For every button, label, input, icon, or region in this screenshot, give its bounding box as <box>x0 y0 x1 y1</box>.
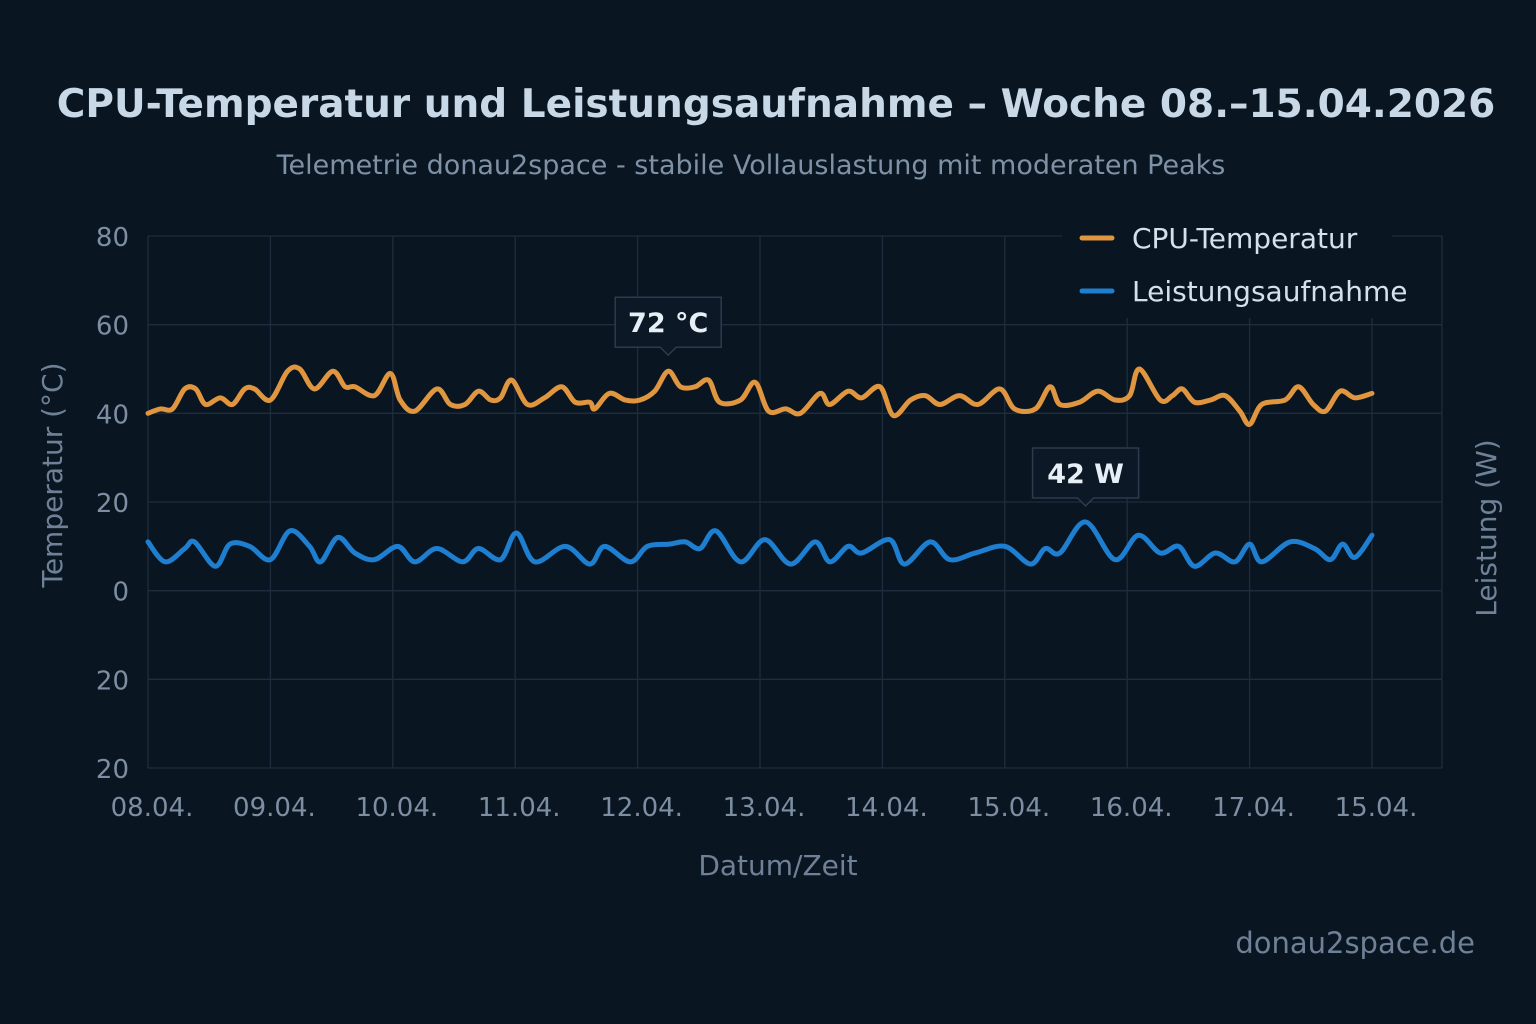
x-tick-label: 15.04. <box>967 793 1050 823</box>
legend-label: Leistungsaufnahme <box>1132 275 1407 308</box>
y-tick-label: 20 <box>96 666 129 696</box>
x-tick-label: 10.04. <box>355 793 438 823</box>
x-tick-label: 13.04. <box>723 793 806 823</box>
x-tick-label: 08.04. <box>111 793 194 823</box>
x-tick-label: 15.04. <box>1335 793 1418 823</box>
y-axis-right-label: Leistung (W) <box>1470 439 1503 616</box>
series-line-leistungsaufnahme <box>145 519 1375 569</box>
y-tick-label: 0 <box>112 578 129 608</box>
x-tick-label: 16.04. <box>1090 793 1173 823</box>
watermark: donau2space.de <box>1235 926 1475 960</box>
y-tick-label: 20 <box>96 489 129 519</box>
y-tick-label: 20 <box>96 755 129 785</box>
y-tick-label: 80 <box>96 223 129 253</box>
annotation-callout: 42 W <box>1031 447 1140 508</box>
annotation-label: 72 °C <box>628 308 708 339</box>
chart-title: CPU-Temperatur und Leistungsaufnahme – W… <box>56 82 1496 127</box>
y-tick-label: 60 <box>96 312 129 342</box>
y-axis-label: Temperatur (°C) <box>36 362 69 588</box>
x-tick-label: 09.04. <box>233 793 316 823</box>
y-tick-label: 40 <box>96 400 129 430</box>
x-tick-label: 12.04. <box>600 793 683 823</box>
annotation-label: 42 W <box>1047 459 1124 490</box>
chart-subtitle: Telemetrie donau2space - stabile Vollaus… <box>276 150 1226 181</box>
x-tick-label: 11.04. <box>478 793 561 823</box>
legend-label: CPU-Temperatur <box>1132 222 1358 255</box>
x-axis-label: Datum/Zeit <box>698 849 857 882</box>
callout-box <box>1031 447 1140 508</box>
annotation-callout: 72 °C <box>614 296 722 357</box>
callout-box <box>614 296 722 357</box>
x-tick-label: 14.04. <box>845 793 928 823</box>
series-line-cpu-temperatur <box>145 364 1375 427</box>
legend: CPU-Temperatur Leistungsaufnahme <box>1062 214 1407 318</box>
x-tick-label: 17.04. <box>1212 793 1295 823</box>
legend-background <box>1062 214 1392 318</box>
